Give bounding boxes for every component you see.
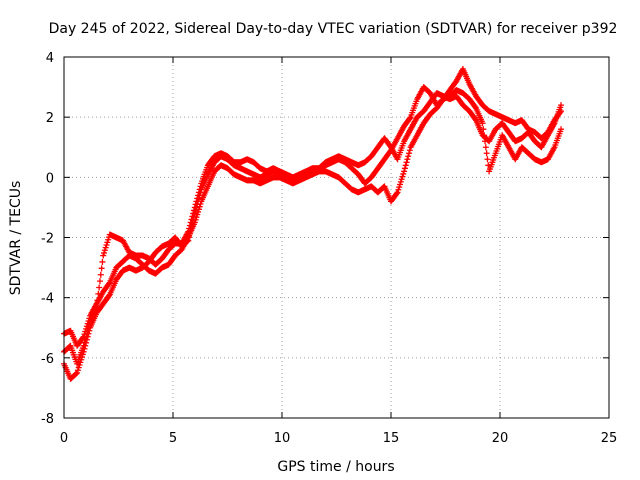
- data-point: [194, 195, 201, 202]
- data-point: [406, 115, 413, 122]
- data-point: [405, 150, 412, 157]
- data-point: [483, 150, 490, 157]
- data-point: [479, 120, 486, 127]
- data-point: [96, 278, 103, 285]
- data-point: [186, 225, 193, 232]
- data-point: [105, 292, 112, 299]
- y-tick-label: -8: [41, 412, 54, 427]
- data-point: [186, 222, 193, 229]
- data-point: [82, 336, 89, 343]
- y-tick-label: 4: [46, 51, 54, 66]
- data-point: [190, 210, 197, 217]
- series-track-a: [61, 66, 565, 382]
- x-tick-label: 25: [601, 431, 618, 446]
- data-point: [95, 290, 102, 297]
- x-tick-label: 15: [383, 431, 400, 446]
- data-point: [405, 153, 412, 160]
- y-tick-label: 2: [46, 111, 54, 126]
- data-point: [83, 333, 90, 340]
- data-point: [105, 280, 112, 287]
- x-tick-label: 10: [274, 431, 291, 446]
- data-point: [401, 168, 408, 175]
- x-tick-label: 0: [60, 431, 68, 446]
- y-tick-label: -4: [41, 292, 54, 307]
- y-tick-label: -2: [41, 232, 54, 247]
- data-point: [482, 144, 489, 151]
- data-point: [85, 324, 92, 331]
- data-point: [187, 219, 194, 226]
- data-point: [393, 190, 400, 197]
- data-point: [195, 189, 202, 196]
- data-point: [81, 339, 88, 346]
- data-point: [191, 204, 198, 211]
- data-point: [93, 303, 100, 310]
- data-point: [99, 258, 106, 265]
- data-point: [558, 102, 565, 109]
- x-tick-label: 5: [169, 431, 177, 446]
- x-axis-label: GPS time / hours: [277, 459, 394, 475]
- data-point: [80, 342, 87, 349]
- data-point: [73, 370, 80, 377]
- data-point: [188, 216, 195, 223]
- x-tick-label: 20: [492, 431, 509, 446]
- data-point: [98, 265, 105, 272]
- y-tick-label: 0: [46, 171, 54, 186]
- data-point: [403, 159, 410, 166]
- data-point: [404, 156, 411, 163]
- data-point: [472, 116, 479, 123]
- data-point: [406, 147, 413, 154]
- data-series: [61, 66, 565, 382]
- series-track-c: [61, 90, 565, 367]
- grid-lines: [64, 57, 609, 418]
- data-point: [472, 104, 479, 111]
- y-axis-ticks: -8 -6 -4 -2 0 2 4: [41, 51, 609, 427]
- data-point: [484, 156, 491, 163]
- data-point: [192, 201, 199, 208]
- data-point: [83, 330, 90, 337]
- data-point: [96, 284, 103, 291]
- data-point: [84, 327, 91, 334]
- data-point: [189, 213, 196, 220]
- data-point: [196, 186, 203, 193]
- data-point: [193, 198, 200, 205]
- chart-title: Day 245 of 2022, Sidereal Day-to-day VTE…: [49, 21, 618, 37]
- y-axis-label: SDTVAR / TECUs: [8, 181, 24, 296]
- data-point: [190, 207, 197, 214]
- data-point: [402, 162, 409, 169]
- data-point: [185, 228, 192, 235]
- data-point: [558, 126, 565, 133]
- x-axis-ticks: 0 5 10 15 20 25: [60, 57, 617, 446]
- data-point: [86, 321, 93, 328]
- data-point: [401, 165, 408, 172]
- data-point: [97, 271, 104, 278]
- data-point: [94, 297, 101, 304]
- y-tick-label: -6: [41, 352, 54, 367]
- series-track-b: [61, 87, 565, 349]
- data-point: [197, 183, 204, 190]
- data-point: [195, 192, 202, 199]
